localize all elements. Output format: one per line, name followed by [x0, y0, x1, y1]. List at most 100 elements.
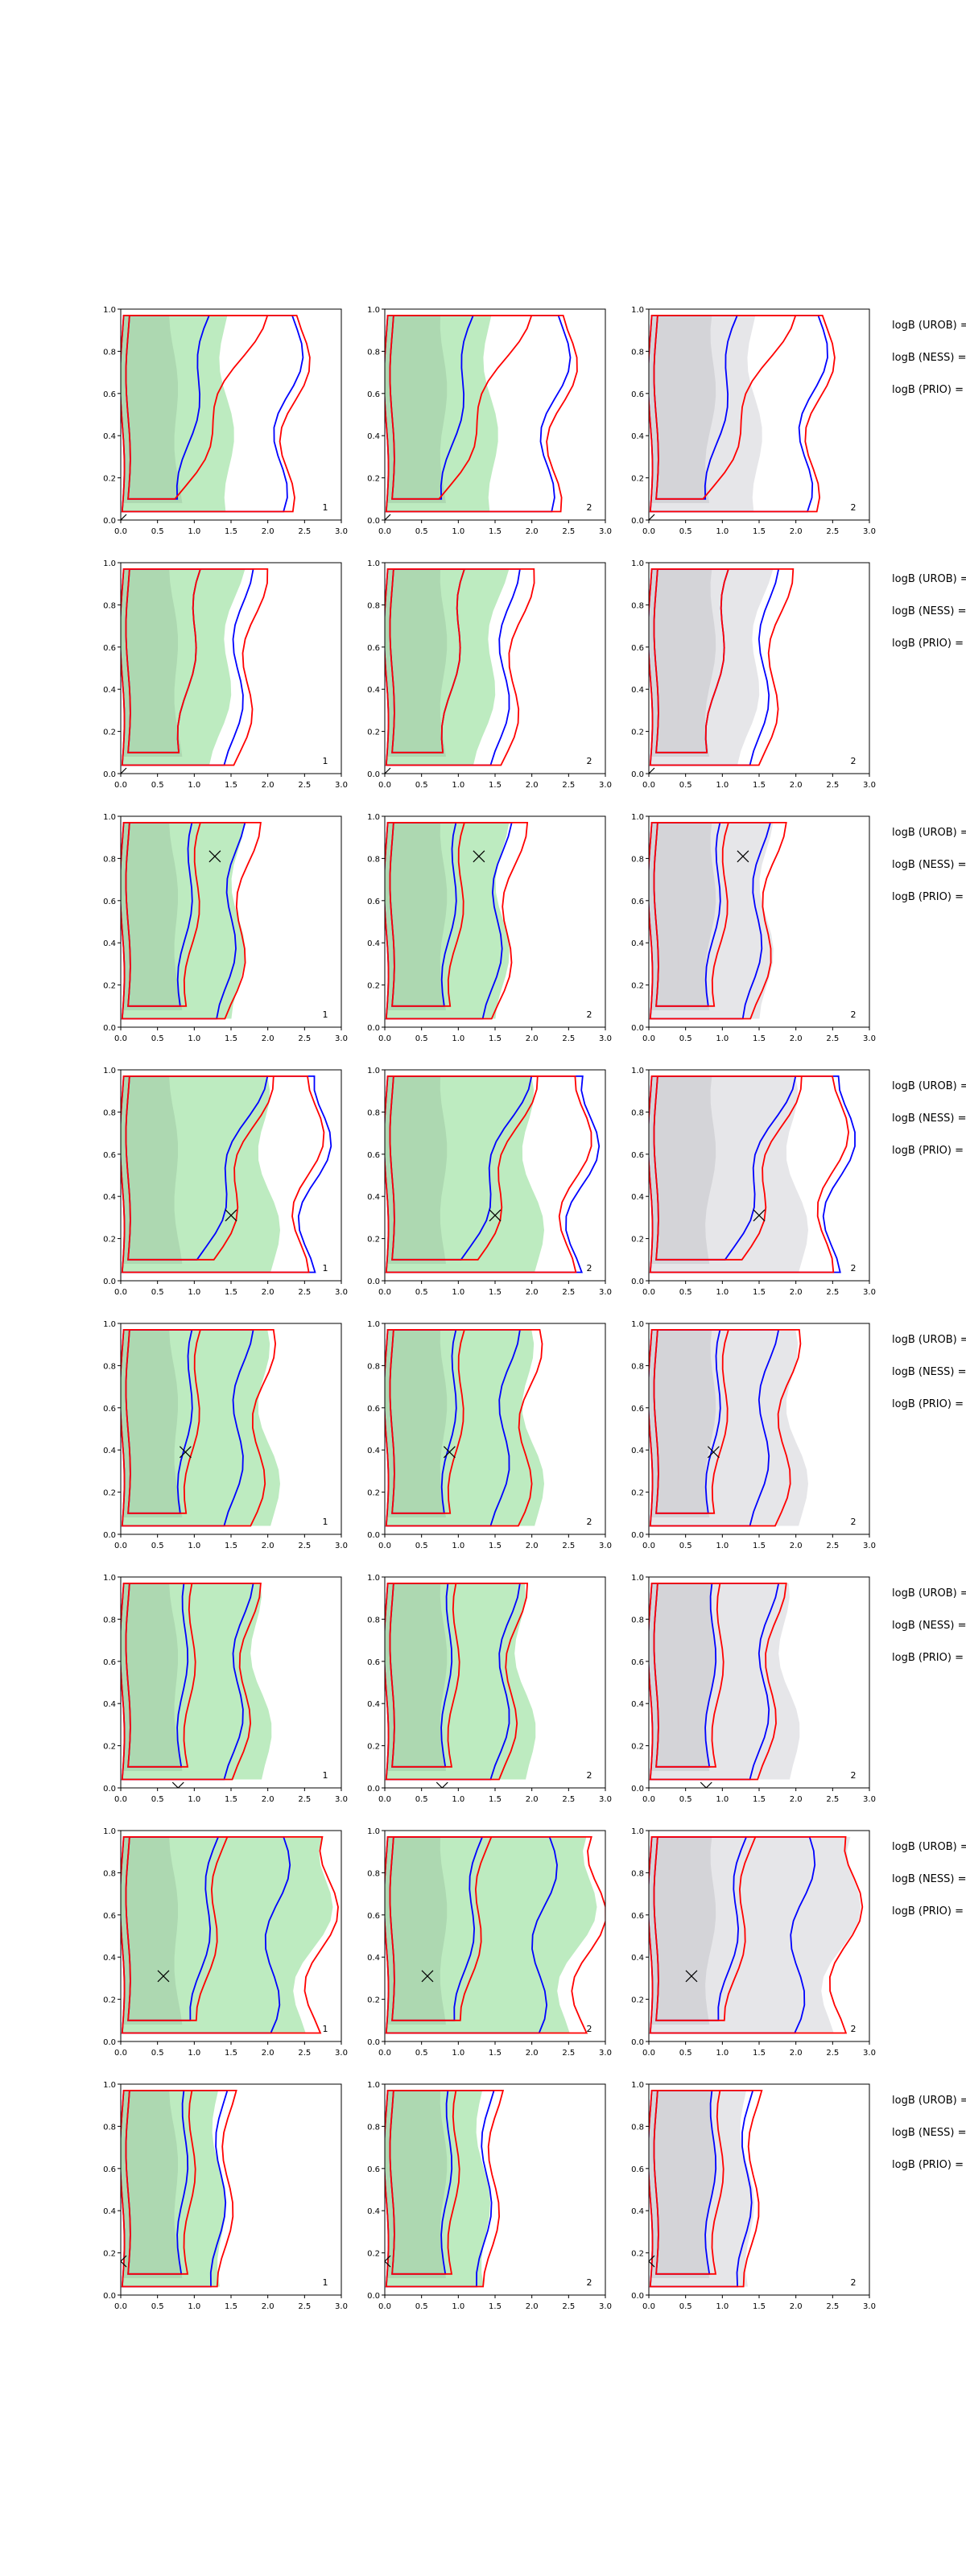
red-contour-inner — [653, 1836, 757, 2021]
red-contour-inner — [125, 568, 202, 753]
x-tick-label: 2.0 — [262, 2302, 275, 2311]
red-contour-inner — [389, 315, 533, 500]
marker-stroke — [225, 1209, 237, 1222]
panel-number: 2 — [587, 2277, 592, 2288]
x-tick-label: 1.0 — [452, 2049, 464, 2058]
panel-r8-c3: 0.0 0.5 1.0 1.5 2.0 2.5 3.0 0.0 0.2 0.4 0.6 0.8 1.0 2 — [631, 2081, 876, 2311]
panel-number: 1 — [323, 1263, 328, 1274]
plot-area — [121, 2090, 237, 2288]
marker-stroke — [208, 850, 221, 863]
y-tick-label: 0.8 — [631, 1869, 644, 1878]
logB-labels-row-3: logB (UROB) = logB (NESS) = logB (PRIO) = — [892, 827, 966, 903]
y-tick-label: 0.0 — [103, 1531, 116, 1540]
panel-number: 1 — [323, 2277, 328, 2288]
panel-r6-c2: 0.0 0.5 1.0 1.5 2.0 2.5 3.0 0.0 0.2 0.4 0.6 0.8 1.0 2 — [367, 1574, 612, 1804]
x-tick-label: 2.5 — [562, 1288, 575, 1297]
x-tick-label: 1.5 — [489, 781, 502, 790]
x-tick-label: 3.0 — [335, 2302, 348, 2311]
x-tick-label: 1.0 — [452, 1795, 464, 1804]
y-tick-label: 0.2 — [631, 729, 644, 737]
x-tick-label: 2.0 — [790, 1542, 803, 1550]
x-tick-label: 1.0 — [716, 2049, 729, 2058]
plot-area — [649, 1329, 808, 1527]
logB-labels-row-5: logB (UROB) = logB (NESS) = logB (PRIO) = — [892, 1334, 966, 1410]
x-tick-label: 1.5 — [225, 1034, 237, 1043]
x-tick-label: 1.0 — [188, 1034, 200, 1043]
x-tick-label: 2.0 — [790, 527, 803, 536]
x-tick-label: 3.0 — [863, 781, 876, 790]
x-tick-label: 1.0 — [188, 2049, 200, 2058]
y-tick-label: 0.6 — [367, 1658, 380, 1667]
y-tick-label: 1.0 — [103, 1067, 116, 1075]
fill-region-inner — [649, 2090, 716, 2278]
true-value-marker — [385, 767, 391, 774]
panel-number: 2 — [587, 756, 592, 766]
y-tick-label: 1.0 — [631, 1320, 644, 1329]
red-contour-outer — [649, 1329, 802, 1527]
red-contour-outer — [385, 1075, 592, 1274]
marker-stroke — [177, 1781, 184, 1788]
panel-r1-c3: 0.0 0.5 1.0 1.5 2.0 2.5 3.0 0.0 0.2 0.4 0.6 0.8 1.0 2 — [631, 306, 876, 536]
x-tick-label: 2.0 — [262, 527, 275, 536]
panel-number: 2 — [587, 2024, 592, 2034]
y-tick-label: 0.8 — [631, 601, 644, 610]
x-tick-label: 0.0 — [642, 781, 655, 790]
y-tick-label: 0.8 — [103, 855, 116, 864]
y-tick-label: 0.4 — [631, 432, 644, 441]
x-tick-label: 1.5 — [753, 527, 766, 536]
x-tick-label: 2.0 — [262, 781, 275, 790]
x-tick-label: 2.0 — [262, 1288, 275, 1297]
x-tick-label: 3.0 — [863, 1288, 876, 1297]
red-contour-inner — [125, 315, 269, 500]
x-tick-label: 1.0 — [716, 1795, 729, 1804]
y-tick-label: 0.4 — [103, 686, 116, 695]
y-tick-label: 0.8 — [631, 348, 644, 357]
fill-region-inner — [121, 1836, 183, 2025]
y-tick-label: 0.2 — [367, 982, 380, 991]
x-tick-label: 3.0 — [599, 781, 612, 790]
logB-label: logB (NESS) = — [892, 2127, 966, 2139]
plot-area — [121, 1583, 272, 1788]
y-tick-label: 0.2 — [367, 2250, 380, 2259]
true-value-marker — [700, 1781, 712, 1788]
x-tick-label: 3.0 — [863, 527, 876, 536]
panel-number: 2 — [851, 2024, 857, 2034]
y-tick-label: 0.2 — [367, 475, 380, 484]
y-tick-label: 0.0 — [103, 770, 116, 779]
true-value-marker — [171, 1781, 184, 1788]
y-tick-label: 0.4 — [631, 1954, 644, 1963]
y-tick-label: 0.4 — [103, 1193, 116, 1202]
x-tick-label: 1.5 — [489, 1034, 502, 1043]
x-tick-label: 0.5 — [151, 2302, 164, 2311]
y-tick-label: 0.4 — [103, 1447, 116, 1455]
y-tick-label: 1.0 — [631, 559, 644, 568]
x-tick-label: 3.0 — [599, 1288, 612, 1297]
y-tick-label: 1.0 — [367, 1827, 380, 1836]
logB-labels-row-4: logB (UROB) = logB (NESS) = logB (PRIO) = — [892, 1080, 966, 1157]
x-tick-label: 0.0 — [642, 527, 655, 536]
marker-stroke — [649, 767, 655, 774]
x-tick-label: 2.0 — [790, 1288, 803, 1297]
marker-stroke — [421, 1970, 434, 1983]
fill-region-inner — [385, 822, 448, 1010]
x-tick-label: 2.5 — [826, 2049, 839, 2058]
x-tick-label: 0.5 — [679, 1034, 692, 1043]
logB-label: logB (NESS) = — [892, 1620, 966, 1632]
y-tick-label: 0.0 — [103, 2292, 116, 2301]
panel-r3-c2: 0.0 0.5 1.0 1.5 2.0 2.5 3.0 0.0 0.2 0.4 0.6 0.8 1.0 2 — [367, 813, 612, 1043]
fill-region-inner — [121, 822, 183, 1010]
y-tick-label: 0.8 — [103, 1362, 116, 1371]
y-tick-label: 0.4 — [103, 1700, 116, 1709]
logB-label: logB (PRIO) = — [892, 1145, 964, 1157]
y-tick-label: 0.0 — [631, 770, 644, 779]
y-tick-label: 0.0 — [103, 517, 116, 526]
marker-stroke — [179, 1446, 192, 1459]
x-tick-label: 2.0 — [262, 1795, 275, 1804]
red-contour-outer — [385, 315, 578, 513]
logB-labels-row-2: logB (UROB) = logB (NESS) = logB (PRIO) = — [892, 573, 966, 650]
red-contour-outer — [121, 822, 262, 1020]
x-tick-label: 2.0 — [526, 2049, 539, 2058]
y-tick-label: 0.2 — [631, 982, 644, 991]
x-tick-label: 0.0 — [114, 1542, 127, 1550]
true-value-marker — [225, 1209, 237, 1222]
